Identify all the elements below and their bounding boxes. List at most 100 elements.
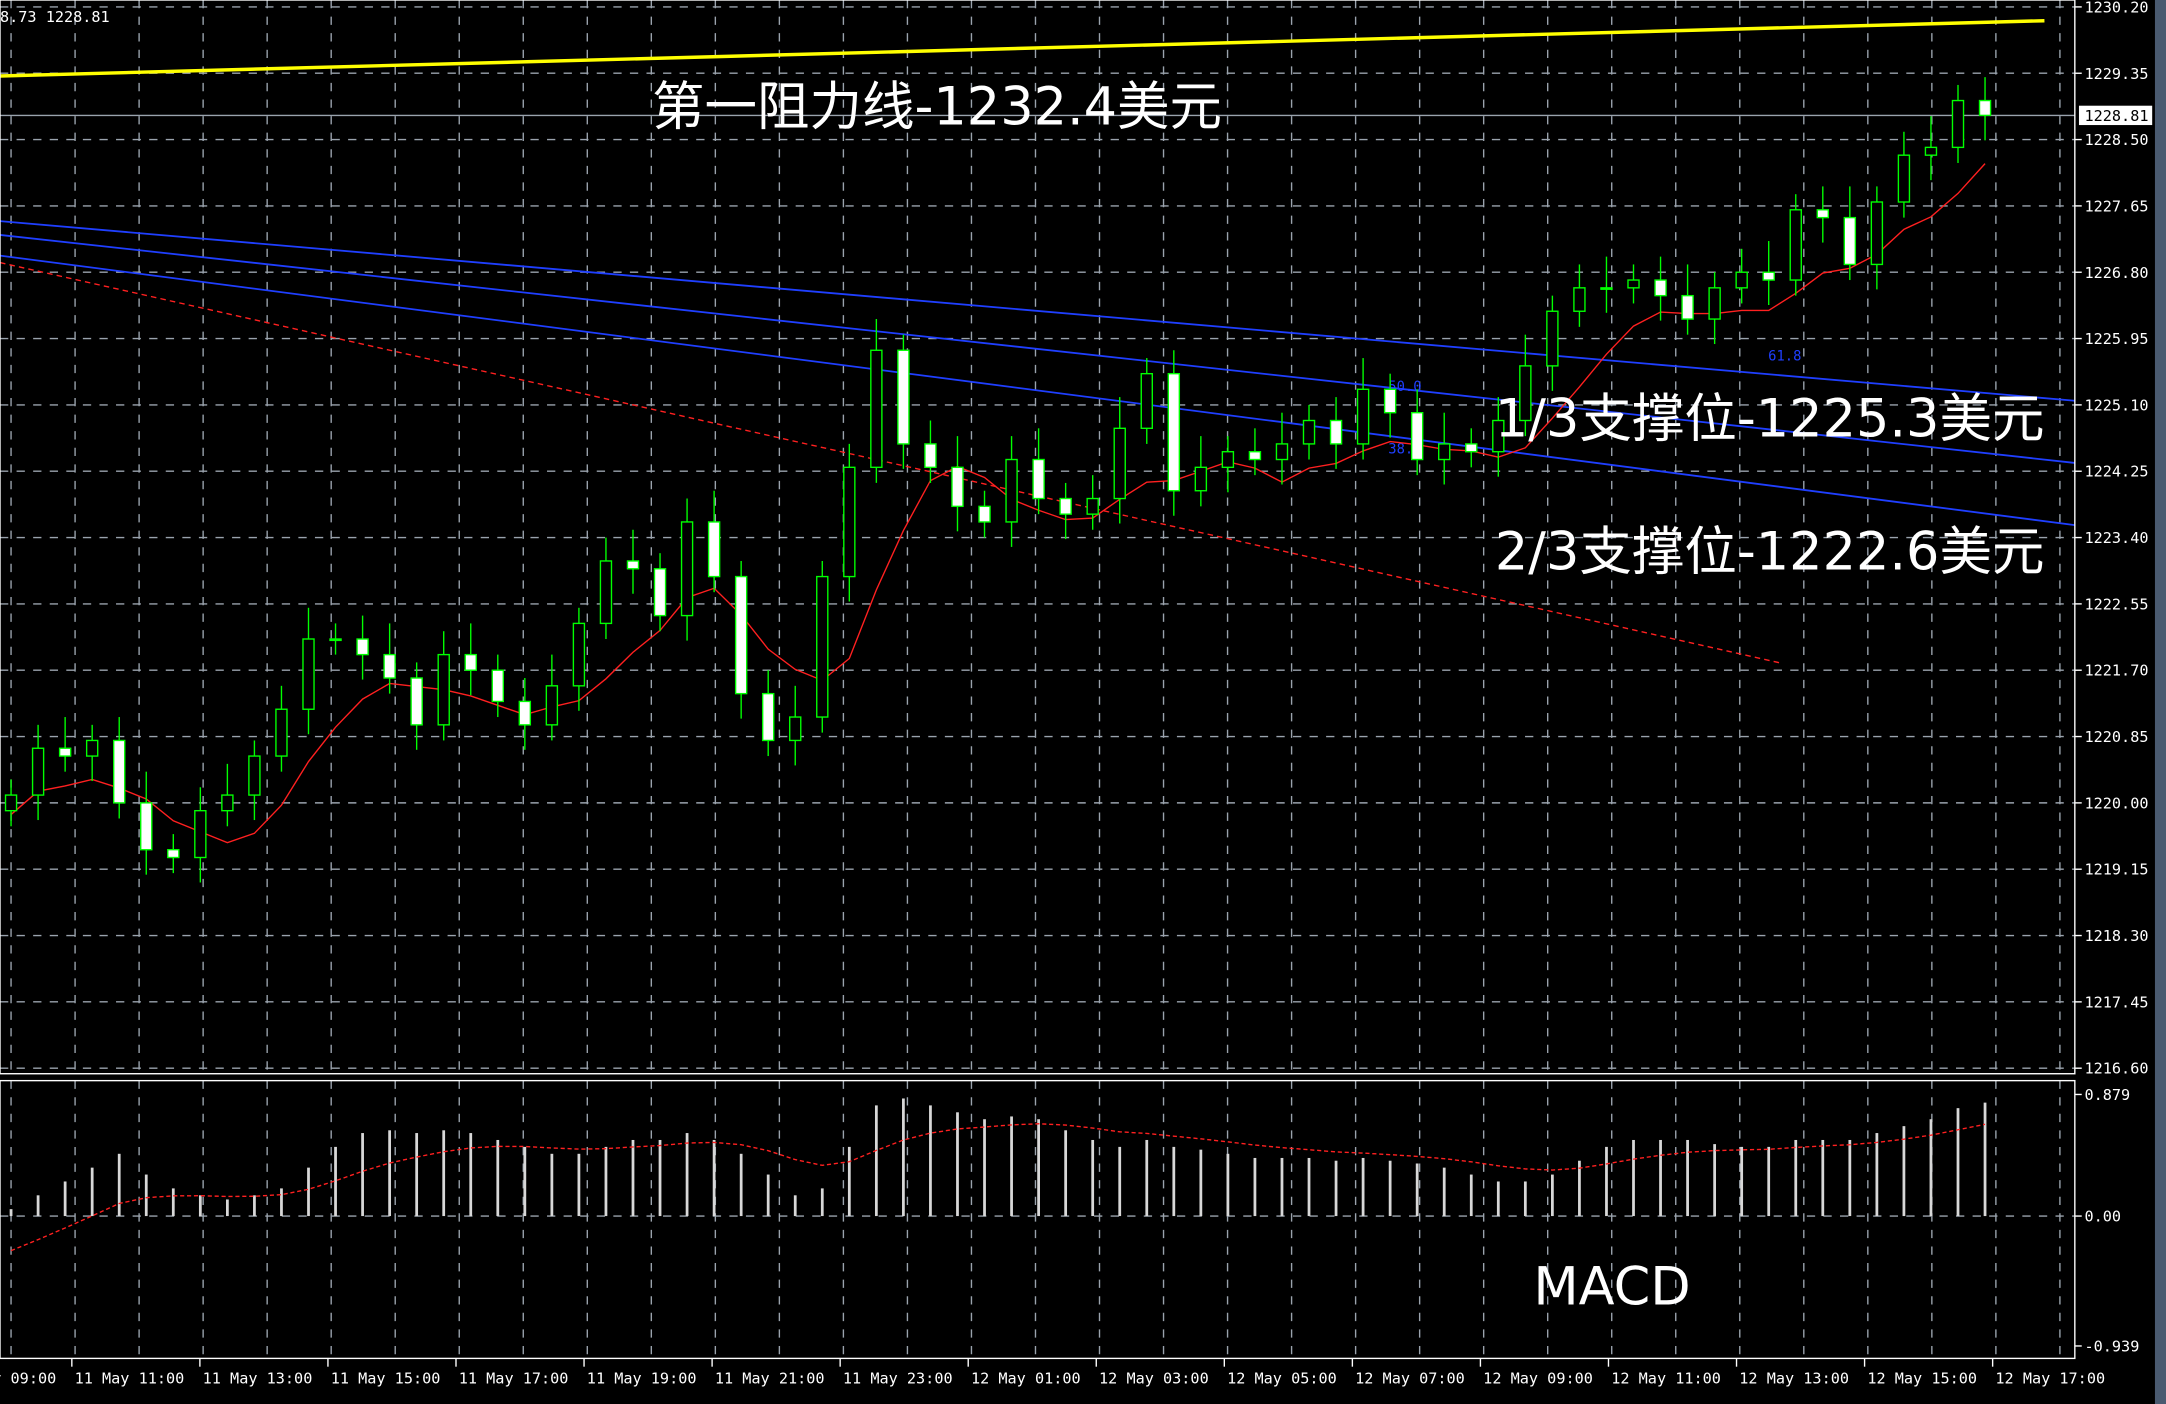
candle-body (707, 521, 721, 578)
trend-line (0, 261, 1783, 664)
macd-histogram-bar (1388, 1160, 1392, 1217)
price-tick-label: 1216.60 (2084, 1060, 2148, 1078)
macd-histogram-bar (929, 1105, 932, 1217)
candle-body (1762, 271, 1775, 281)
macd-histogram-bar (1307, 1157, 1311, 1217)
candle-body (1924, 146, 1938, 156)
macd-histogram-bar (198, 1195, 202, 1217)
candle-body (302, 638, 315, 710)
macd-histogram-bar (334, 1146, 337, 1217)
macd-histogram-bar (1929, 1119, 1933, 1217)
candle-body (1275, 443, 1289, 461)
candle-body (599, 560, 613, 625)
macd-tick-label: 0.879 (2084, 1086, 2130, 1104)
macd-histogram-bar (1145, 1139, 1149, 1217)
time-tick-label: 11 May 09:00 (0, 1369, 56, 1387)
macd-histogram-bar (280, 1188, 283, 1217)
macd-histogram-bar (1794, 1139, 1798, 1217)
macd-histogram-bar (1172, 1146, 1176, 1217)
candle-body (1329, 419, 1343, 445)
macd-histogram-bar (144, 1174, 148, 1217)
macd-histogram-bar (820, 1188, 824, 1217)
fib-level-label: 50.0 (1388, 379, 1421, 395)
candle-body (464, 653, 477, 671)
macd-histogram-bar (415, 1133, 419, 1217)
macd-histogram-bar (739, 1153, 743, 1217)
candle-body (1519, 365, 1532, 422)
candle-body (1789, 209, 1802, 281)
time-tick-label: 11 May 23:00 (843, 1369, 953, 1387)
candle-body (112, 739, 126, 804)
time-tick-label: 11 May 11:00 (75, 1369, 185, 1387)
time-tick-label: 12 May 17:00 (1995, 1369, 2105, 1387)
macd-histogram-bar (983, 1119, 986, 1217)
time-tick-label: 11 May 15:00 (331, 1369, 441, 1387)
macd-histogram-bar (36, 1195, 40, 1217)
moving-average-line (10, 163, 1986, 844)
window-edge (2154, 0, 2166, 1404)
candle-body (1302, 419, 1316, 445)
candle-body (410, 677, 423, 726)
time-tick-label: 12 May 09:00 (1483, 1369, 1593, 1387)
price-tick-label: 1219.15 (2084, 861, 2148, 879)
time-tick-label: 12 May 11:00 (1611, 1369, 1721, 1387)
macd-histogram-bar (496, 1139, 500, 1217)
macd-histogram-bar (1496, 1181, 1500, 1217)
price-readout: 8.73 1228.81 (0, 8, 110, 26)
candle-body (221, 794, 234, 812)
macd-histogram-bar (658, 1139, 662, 1217)
macd-histogram-bar (442, 1130, 446, 1217)
candle-body (545, 685, 559, 726)
price-tick-label: 1217.45 (2084, 993, 2148, 1011)
time-tick-label: 11 May 19:00 (587, 1369, 697, 1387)
time-tick-label: 11 May 21:00 (715, 1369, 825, 1387)
fib-level-label: 61.8 (1768, 349, 1801, 365)
macd-histogram-bar (1767, 1146, 1771, 1217)
macd-histogram-bar (956, 1112, 959, 1217)
candle-body (1600, 287, 1613, 290)
macd-histogram-bar (685, 1133, 689, 1217)
current-price-box (2078, 105, 2153, 126)
price-tick-label: 1225.10 (2084, 396, 2148, 414)
candle-body (1410, 412, 1424, 461)
macd-histogram-bar (793, 1195, 797, 1217)
macd-histogram-bar (1713, 1144, 1717, 1217)
price-tick-label: 1225.95 (2084, 330, 2148, 348)
candle-body (1708, 287, 1721, 320)
candle-body (626, 560, 640, 570)
fib-line-50.0 (0, 234, 2075, 464)
time-tick-label: 12 May 13:00 (1739, 1369, 1849, 1387)
candle-body (518, 700, 532, 726)
macd-histogram-bar (1902, 1126, 1906, 1217)
candle-body (491, 669, 505, 703)
macd-histogram-bar (1875, 1133, 1879, 1217)
price-tick-label: 1224.25 (2084, 463, 2148, 481)
macd-histogram-bar (1740, 1146, 1744, 1217)
candle-body (1951, 99, 1965, 149)
macd-panel (0, 1098, 2075, 1252)
time-tick-label: 11 May 13:00 (203, 1369, 313, 1387)
candle-body (1978, 99, 1992, 117)
macd-histogram-bar (1605, 1146, 1608, 1217)
candle-body (1681, 294, 1694, 320)
grid (0, 0, 2075, 1359)
macd-histogram-bar (766, 1174, 770, 1217)
macd-histogram-bar (361, 1133, 364, 1217)
macd-histogram-bar (874, 1105, 878, 1217)
candle-body (1816, 209, 1830, 219)
candle-body (31, 747, 45, 796)
macd-histogram-bar (1686, 1139, 1689, 1217)
macd-histogram-bar (9, 1209, 13, 1217)
candle-body (1492, 419, 1505, 453)
candle-body (1573, 287, 1586, 312)
macd-histogram-bar (1415, 1163, 1419, 1217)
current-price-label: 1228.81 (2084, 107, 2148, 125)
candle-body (653, 568, 667, 617)
macd-histogram-bar (523, 1146, 527, 1217)
macd-histogram-bar (171, 1188, 175, 1217)
macd-histogram-bar (1091, 1139, 1095, 1217)
macd-histogram-bar (90, 1167, 94, 1217)
